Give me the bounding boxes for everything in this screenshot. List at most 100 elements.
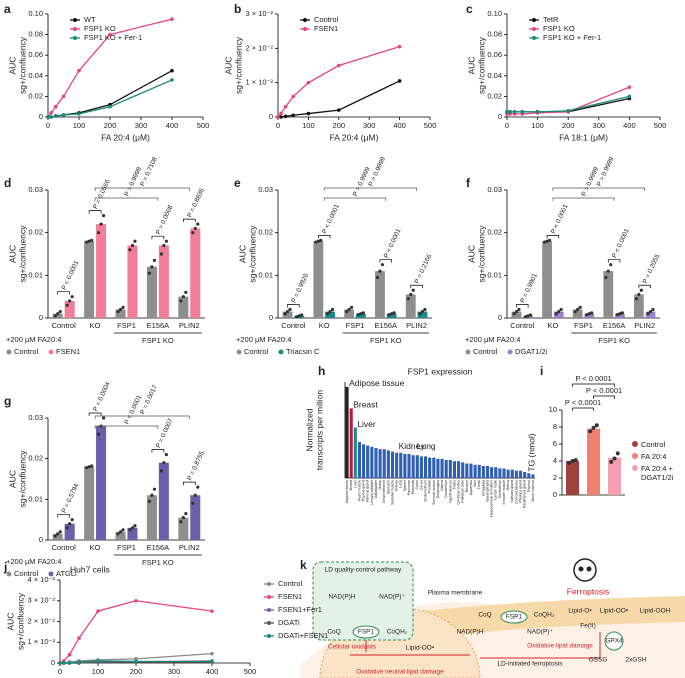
data-point: [191, 501, 195, 505]
legend-label: Triacsin C: [286, 347, 320, 356]
x-tick-label: 500: [197, 121, 210, 130]
data-point: [512, 312, 516, 316]
bar: [511, 311, 522, 318]
bar: [96, 426, 107, 540]
y-tick-label: 0.02: [28, 454, 43, 463]
legend-label: Control: [278, 579, 303, 588]
diagram-text: CoQ: [478, 612, 491, 619]
data-point: [559, 307, 563, 312]
bar: [386, 313, 397, 318]
data-point: [392, 311, 396, 315]
data-point: [587, 312, 591, 316]
data-point: [58, 310, 62, 314]
legend-label: FSEN1+Fer1: [278, 605, 322, 614]
arrows: [350, 632, 601, 659]
data-point: [159, 252, 163, 256]
bar: [510, 469, 514, 478]
x-tick-label: Pancreas: [407, 480, 411, 495]
bar: [485, 466, 490, 478]
diagram-text: Oxidative neutral lipid damage: [356, 669, 444, 676]
x-tick-label: Liver: [353, 479, 357, 488]
y-tick-label: 0.08: [487, 30, 502, 39]
legend-item: FA 20:4: [632, 452, 684, 461]
x-tick-label: Bone marrow: [531, 480, 535, 502]
legend-label: Control: [14, 347, 39, 356]
data-point: [380, 263, 385, 267]
data-point: [90, 464, 94, 468]
data-point: [77, 112, 81, 116]
p-value: P = 0.8836: [186, 187, 206, 219]
bar: [423, 456, 428, 478]
data-point: [170, 78, 174, 82]
y-tick-label: 10: [549, 405, 557, 414]
x-axis-label: FA 20:4 (μM): [330, 132, 379, 142]
data-point: [65, 526, 69, 530]
diagram-text: Lipid-O•: [568, 608, 592, 615]
x-tick-label: Rectum: [465, 480, 469, 492]
diagram-text: LD quality-control pathway: [325, 567, 402, 574]
data-point: [604, 275, 608, 280]
data-point: [570, 459, 575, 463]
data-point: [68, 522, 72, 526]
bar: [586, 428, 601, 495]
x-tick-label: 200: [130, 667, 143, 676]
treatment-label: +200 μM FA20:4: [6, 335, 61, 344]
diagram-text: NAD(P)⁺: [379, 594, 405, 601]
p-bracket: [323, 197, 387, 201]
legend-marker: [73, 27, 77, 31]
diagram-text: Plasma membrane: [428, 590, 483, 597]
data-point: [134, 598, 138, 603]
data-point: [578, 305, 582, 309]
legend-marker: [267, 621, 271, 625]
data-point: [184, 290, 188, 294]
data-point: [337, 63, 341, 68]
legend-label: FSEN1: [314, 24, 338, 33]
legend-marker: [48, 571, 54, 577]
group-label: FSP1 KO: [142, 558, 174, 567]
data-point: [526, 314, 530, 318]
data-point: [61, 94, 66, 99]
data-point: [359, 312, 363, 316]
treatment-label: +200 μM FA20:4: [6, 557, 61, 566]
data-point: [319, 238, 323, 242]
data-point: [508, 110, 512, 114]
data-point: [101, 214, 106, 218]
data-point: [61, 113, 66, 117]
data-point: [651, 307, 655, 312]
data-point: [328, 310, 332, 314]
data-point: [350, 305, 354, 309]
legend-label: FSP1 KO: [543, 24, 575, 33]
data-point: [53, 114, 58, 118]
panel-label: f: [466, 176, 471, 190]
diagram-text: NAD(P)H: [328, 594, 355, 601]
data-point: [77, 660, 81, 664]
bar: [565, 461, 580, 495]
legend-label: FA 20:4 + DGAT1/2i: [641, 464, 674, 482]
data-point: [150, 265, 154, 269]
y-tick-label: 0: [39, 535, 43, 544]
x-tick-label: 0: [505, 121, 509, 130]
legend-label: WT: [84, 15, 96, 24]
legend-label: DGATi+FSEN1: [278, 631, 328, 640]
bar: [461, 462, 465, 478]
p-bracket: [94, 197, 159, 201]
data-point: [406, 297, 410, 301]
p-bracket: [552, 187, 646, 191]
x-tick-label: Hypothalamus: [448, 480, 452, 503]
legend-item: Control: [632, 440, 684, 449]
bar: [146, 266, 157, 318]
diagram-text: LD-initiated ferroptosis: [497, 661, 563, 668]
diagram-text: NAD(P)⁺: [527, 629, 553, 636]
data-point: [96, 659, 100, 663]
legend-item: FA 20:4 + DGAT1/2i: [632, 464, 684, 482]
y-tick-label: 0.04: [487, 71, 502, 80]
data-point: [87, 239, 91, 243]
data-point: [128, 528, 132, 532]
data-point: [99, 222, 103, 226]
data-point: [409, 292, 413, 297]
y-tick-label: 0: [498, 313, 502, 322]
p-value: P = 0.5794: [61, 482, 81, 514]
bar: [452, 461, 457, 478]
data-point: [96, 609, 100, 613]
x-tick-label: 100: [92, 667, 105, 676]
